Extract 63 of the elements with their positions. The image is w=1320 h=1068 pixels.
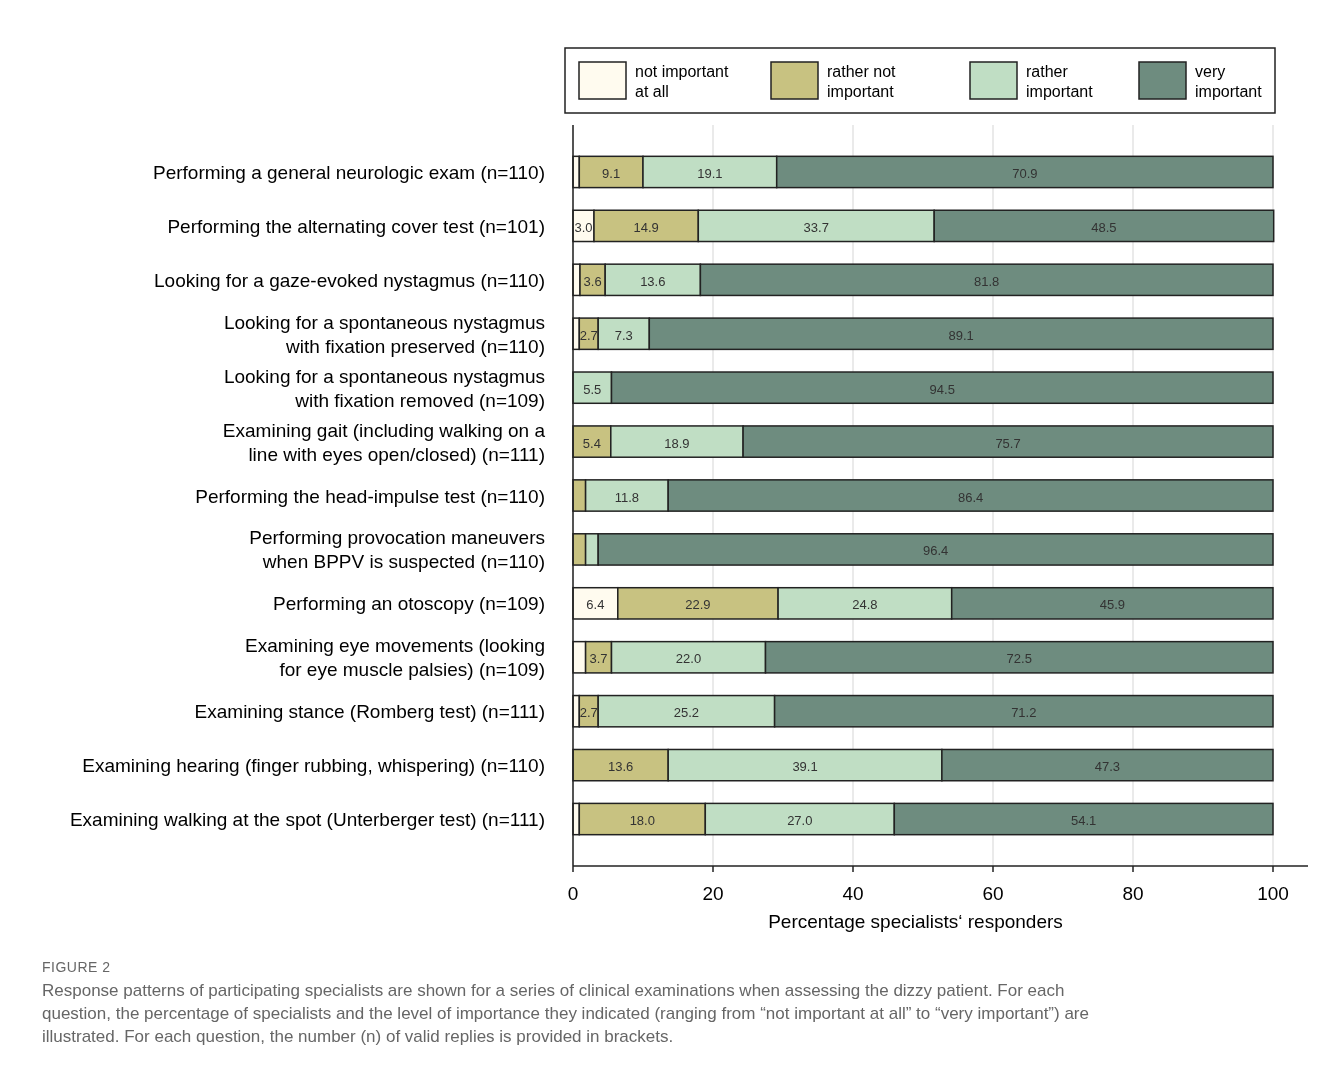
y-tick-label: Performing the alternating cover test (n=101)	[167, 215, 545, 237]
x-tick-label: 80	[1122, 883, 1144, 904]
data-label: 19.1	[697, 165, 723, 181]
data-label: 48.5	[1091, 219, 1117, 235]
data-label: 3.6	[583, 273, 602, 289]
data-label: 22.9	[685, 597, 711, 613]
data-label: 3.7	[589, 651, 608, 667]
data-label: 89.1	[948, 327, 974, 343]
x-tick-label: 40	[842, 883, 864, 904]
y-tick-label: Examining gait (including walking on a line with eyes open/closed) (n=111)	[222, 419, 546, 465]
data-label: 18.0	[629, 813, 655, 829]
data-label: 18.9	[664, 435, 690, 451]
y-tick-label: Looking for a spontaneous nystagmus with fixation preserved (n=110)	[223, 311, 545, 357]
y-tick-label: Looking for a spontaneous nystagmus with fixation removed (n=109)	[223, 365, 545, 411]
legend-label: rather important	[1026, 63, 1094, 100]
y-tick-label: Performing an otoscopy (n=109)	[273, 593, 545, 615]
data-label: 47.3	[1094, 759, 1121, 775]
x-tick-label: 0	[567, 883, 579, 904]
y-tick-label: Examining eye movements (looking for eye muscle palsies) (n=109)	[245, 635, 545, 681]
data-label: 94.5	[929, 381, 955, 397]
y-tick-label: Performing the head-impulse test (n=110)	[195, 485, 545, 507]
data-label: 75.7	[995, 435, 1021, 451]
y-tick-label: Examining hearing (finger rubbing, whispering) (n=110)	[82, 755, 545, 777]
data-label: 70.9	[1012, 165, 1038, 181]
legend-label: not important at all	[635, 63, 729, 100]
data-label: 54.1	[1070, 813, 1097, 829]
data-label: 7.3	[614, 327, 633, 343]
data-label: 96.4	[922, 543, 949, 559]
caption: FIGURE 2	[42, 959, 111, 975]
data-label: 2.7	[579, 705, 598, 721]
data-label: 24.8	[852, 597, 878, 613]
legend-label: very important	[1195, 63, 1263, 100]
x-tick-label: 60	[982, 883, 1004, 904]
data-label: 72.5	[1006, 651, 1032, 667]
data-label: 86.4	[957, 489, 984, 505]
x-axis-title: Percentage specialists‘ responders	[768, 911, 1063, 932]
y-tick-label: Examining walking at the spot (Unterberger test) (n=111)	[69, 809, 545, 831]
legend-label: rather not important	[827, 63, 897, 100]
data-label: 13.6	[640, 273, 666, 289]
y-tick-label: Performing a general neurologic exam (n=110)	[152, 161, 545, 183]
data-label: 13.6	[607, 759, 634, 775]
data-label: 3.0	[574, 219, 593, 235]
data-label: 9.1	[602, 165, 621, 181]
data-label: 5.5	[583, 381, 602, 397]
data-label: 25.2	[673, 705, 700, 721]
data-label: 11.8	[614, 489, 640, 505]
data-label: 5.4	[582, 435, 601, 451]
x-tick-label: 100	[1257, 883, 1289, 904]
y-tick-label: Looking for a gaze-evoked nystagmus (n=110)	[154, 269, 545, 291]
data-label: 45.9	[1099, 597, 1126, 613]
data-label: 22.0	[675, 651, 702, 667]
data-label: 39.1	[792, 759, 818, 775]
y-tick-label: Performing provocation maneuvers when BPPV is suspected (n=110)	[249, 527, 545, 573]
x-tick-label: 20	[702, 883, 724, 904]
data-label: 6.4	[586, 597, 605, 613]
data-label: 33.7	[803, 219, 829, 235]
data-label: 81.8	[974, 273, 1000, 289]
data-label: 14.9	[633, 219, 659, 235]
data-label: 71.2	[1011, 705, 1037, 721]
text: Response patterns of participating specialists are shown for a series of clinical examinations when assessing the dizzy patient. For each question, the percentage of specialists and the level of importance they indicated (ranging from “not important at all” to “very important”) are illustrated. For each question, the number (n) of valid replies is provided in brackets.	[42, 981, 1089, 1046]
data-label: 2.7	[579, 327, 598, 343]
y-tick-label: Examining stance (Romberg test) (n=111)	[194, 701, 545, 723]
data-label: 27.0	[787, 813, 813, 829]
